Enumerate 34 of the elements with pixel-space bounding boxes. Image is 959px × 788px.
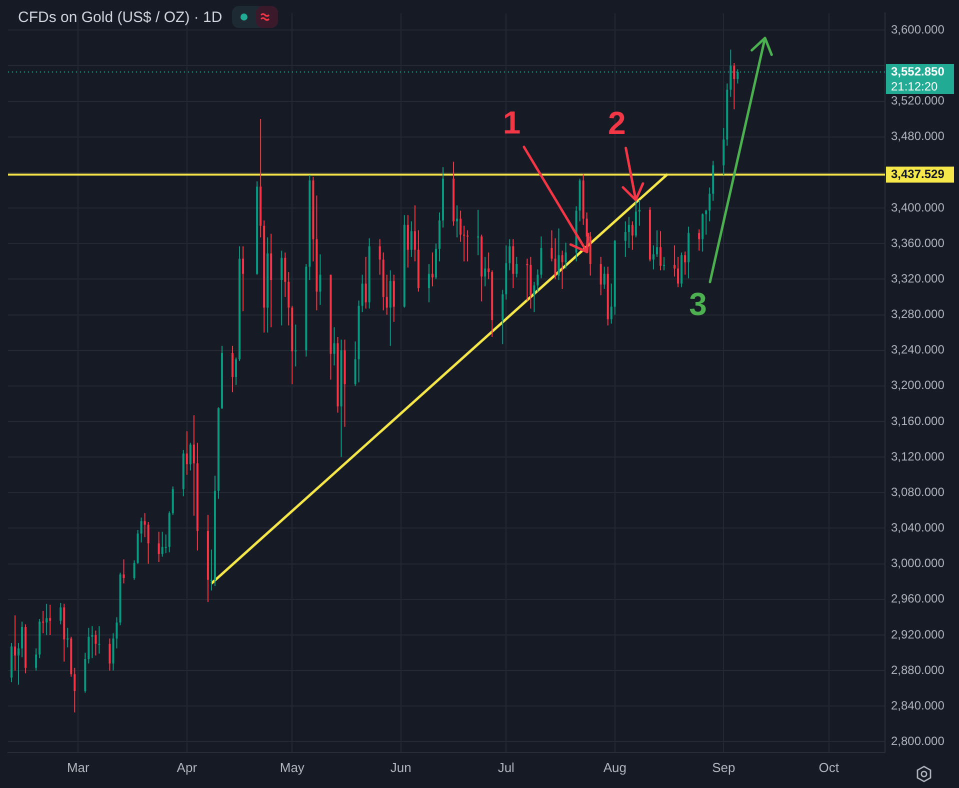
y-tick-label: 2,880.000 bbox=[891, 662, 945, 677]
x-tick-label: Sep bbox=[712, 760, 736, 775]
x-tick-label: Mar bbox=[66, 760, 90, 775]
annotation: 1 bbox=[502, 104, 521, 140]
y-tick-label: 3,040.000 bbox=[891, 520, 945, 535]
x-tick-label: Jun bbox=[390, 760, 412, 775]
y-tick-label: 3,000.000 bbox=[891, 556, 945, 570]
x-tick-label: May bbox=[280, 760, 305, 775]
y-tick-label: 3,080.000 bbox=[891, 484, 945, 499]
y-tick-label: 3,120.000 bbox=[891, 449, 945, 464]
x-tick-label: Apr bbox=[176, 760, 198, 775]
y-tick-label: 3,360.000 bbox=[891, 236, 945, 250]
y-tick-label: 2,840.000 bbox=[891, 698, 945, 712]
y-tick-label: 3,480.000 bbox=[891, 129, 945, 144]
x-tick-label: Jul bbox=[498, 760, 515, 775]
x-tick-label: Aug bbox=[603, 760, 626, 775]
y-tick-label: 3,280.000 bbox=[891, 307, 945, 322]
y-tick-label: 3,320.000 bbox=[891, 271, 945, 286]
annotation: 2 bbox=[608, 104, 626, 141]
y-tick-label: 2,800.000 bbox=[891, 734, 945, 748]
y-tick-label: 3,600.000 bbox=[891, 22, 945, 36]
x-tick-label: Oct bbox=[818, 760, 840, 775]
y-tick-label: 2,960.000 bbox=[891, 592, 945, 606]
y-tick-label: 3,240.000 bbox=[891, 342, 945, 357]
y-tick-label: 3,200.000 bbox=[891, 378, 945, 392]
annotation: 3 bbox=[689, 286, 707, 322]
ref-line-label: 3,437.529 bbox=[891, 166, 945, 181]
y-tick-label: 3,520.000 bbox=[891, 94, 945, 108]
y-tick-label: 3,400.000 bbox=[891, 200, 945, 214]
y-tick-label: 2,920.000 bbox=[891, 627, 945, 642]
ref-line-label: 3,552.850 bbox=[891, 64, 945, 78]
text: 21:12:20 bbox=[891, 79, 938, 94]
chart-title: CFDs on Gold (US$ / OZ) · 1D bbox=[18, 8, 222, 26]
y-tick-label: 3,160.000 bbox=[891, 414, 945, 428]
